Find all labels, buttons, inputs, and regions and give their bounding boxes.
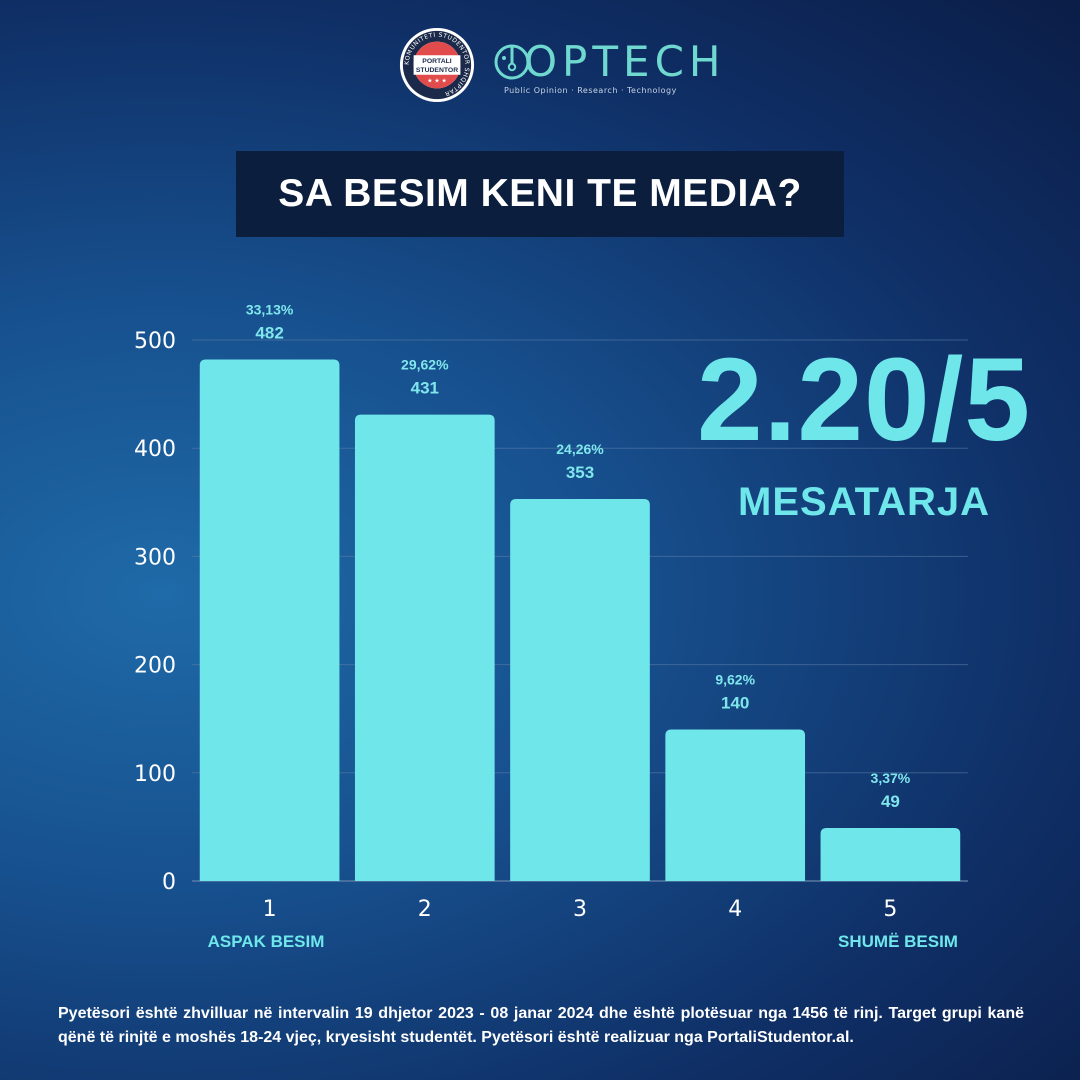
bar-4 — [665, 729, 806, 881]
bar-count-label: 49 — [881, 792, 900, 811]
bar-percent-label: 3,37% — [871, 770, 911, 786]
bar-data-labels: 33,13% 482 29,62% 431 24,26% 353 9,62% 140 3,37%… — [246, 301, 911, 811]
portali-studentor-seal-icon: KOMUNITETI STUDENTOR SHQIPTAR PORTALI ST… — [399, 27, 475, 103]
seal-line-1: PORTALI — [422, 58, 451, 65]
x-axis-ticks: 1 2 3 4 5 — [263, 897, 898, 922]
bar-count-label: 140 — [721, 694, 749, 713]
y-tick-label: 0 — [162, 870, 176, 895]
bar-percent-label: 29,62% — [401, 357, 449, 373]
optech-ring-icon — [494, 44, 530, 80]
optech-logo: OPTECH Public Opinion · Research · Techn… — [490, 38, 721, 108]
bar-percent-label: 9,62% — [715, 672, 755, 688]
x-tick-label: 5 — [883, 897, 897, 922]
optech-tagline: Public Opinion · Research · Technology — [504, 86, 677, 95]
x-end-label-last: SHUMË BESIM — [838, 932, 958, 951]
bar-5 — [820, 827, 961, 881]
chart-bars — [199, 359, 961, 881]
x-tick-label: 1 — [263, 897, 277, 922]
title-banner: SA BESIM KENI TE MEDIA? — [236, 151, 844, 237]
x-tick-label: 3 — [573, 897, 587, 922]
bar-3 — [510, 499, 650, 881]
bar-count-label: 353 — [566, 463, 594, 482]
bar-percent-label: 24,26% — [556, 441, 604, 457]
y-tick-label: 100 — [134, 762, 176, 787]
x-tick-label: 4 — [728, 897, 742, 922]
bar-1 — [199, 359, 340, 881]
chart-title: SA BESIM KENI TE MEDIA? — [278, 172, 802, 215]
bar-count-label: 431 — [411, 379, 439, 398]
survey-footnote: Pyetësori është zhvilluar në intervalin … — [58, 1005, 1024, 1046]
y-tick-label: 500 — [134, 329, 176, 354]
average-score: 2.20/5 — [696, 334, 1032, 466]
y-tick-label: 200 — [134, 654, 176, 679]
svg-text:★ ★ ★: ★ ★ ★ — [427, 78, 446, 85]
x-end-label-first: ASPAK BESIM — [208, 932, 325, 951]
header-logos: KOMUNITETI STUDENTOR SHQIPTAR PORTALI ST… — [0, 22, 1080, 112]
y-tick-label: 300 — [134, 545, 176, 570]
seal-line-2: STUDENTOR — [416, 67, 458, 74]
x-tick-label: 2 — [418, 897, 432, 922]
bar-2 — [354, 414, 495, 881]
bar-count-label: 482 — [255, 323, 283, 342]
y-tick-label: 400 — [134, 437, 176, 462]
bar-percent-label: 33,13% — [246, 301, 294, 317]
optech-name: OPTECH — [524, 37, 726, 86]
average-label: MESATARJA — [738, 480, 990, 524]
y-axis-ticks: 0 100 200 300 400 500 — [134, 329, 176, 895]
